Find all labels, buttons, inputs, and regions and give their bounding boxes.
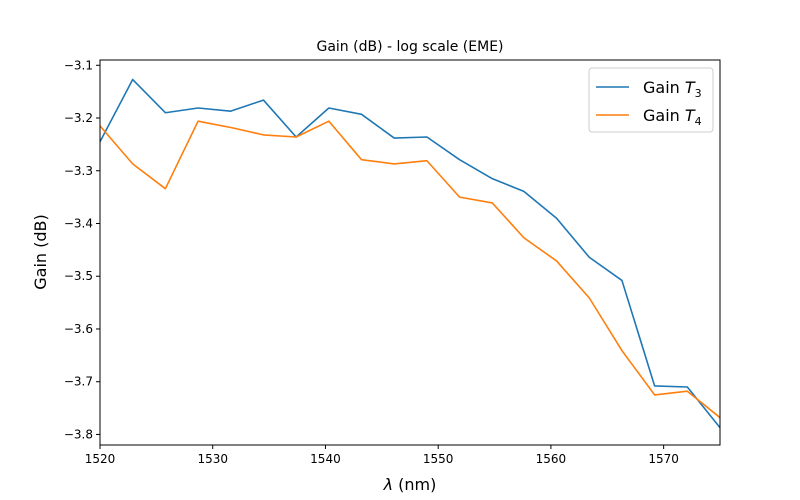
y-tick-label: −3.1: [64, 58, 93, 72]
y-tick-label: −3.5: [64, 269, 93, 283]
y-tick-label: −3.7: [64, 375, 93, 389]
x-tick-label: 1520: [85, 452, 116, 466]
x-tick-label: 1530: [197, 452, 228, 466]
x-tick-label: 1570: [648, 452, 679, 466]
series-line-t3: [100, 78, 720, 429]
x-tick-label: 1540: [310, 452, 341, 466]
plot-frame: [99, 59, 721, 446]
chart-title: Gain (dB) - log scale (EME): [316, 39, 503, 55]
y-tick-label: −3.2: [64, 111, 93, 125]
legend-label: Gain T3: [643, 78, 702, 100]
y-tick-label: −3.6: [64, 322, 93, 336]
x-axis: 1520 1530 1540 1550 1560 1570: [85, 445, 679, 466]
legend-label: Gain T4: [643, 106, 702, 128]
y-axis: −3.8 −3.7 −3.6 −3.5 −3.4 −3.3 −3.2 −3.1: [64, 58, 100, 441]
x-tick-label: 1550: [423, 452, 454, 466]
x-tick-label: 1560: [536, 452, 567, 466]
series-line-t4: [100, 120, 720, 419]
y-axis-label: Gain (dB): [31, 214, 50, 290]
y-tick-label: −3.4: [64, 216, 93, 230]
legend: Gain T3 Gain T4: [588, 67, 714, 133]
series-layer: [100, 78, 720, 429]
legend-box: [588, 67, 714, 133]
y-tick-label: −3.3: [64, 164, 93, 178]
y-tick-label: −3.8: [64, 427, 93, 441]
x-axis-label: λ (nm): [383, 475, 437, 494]
